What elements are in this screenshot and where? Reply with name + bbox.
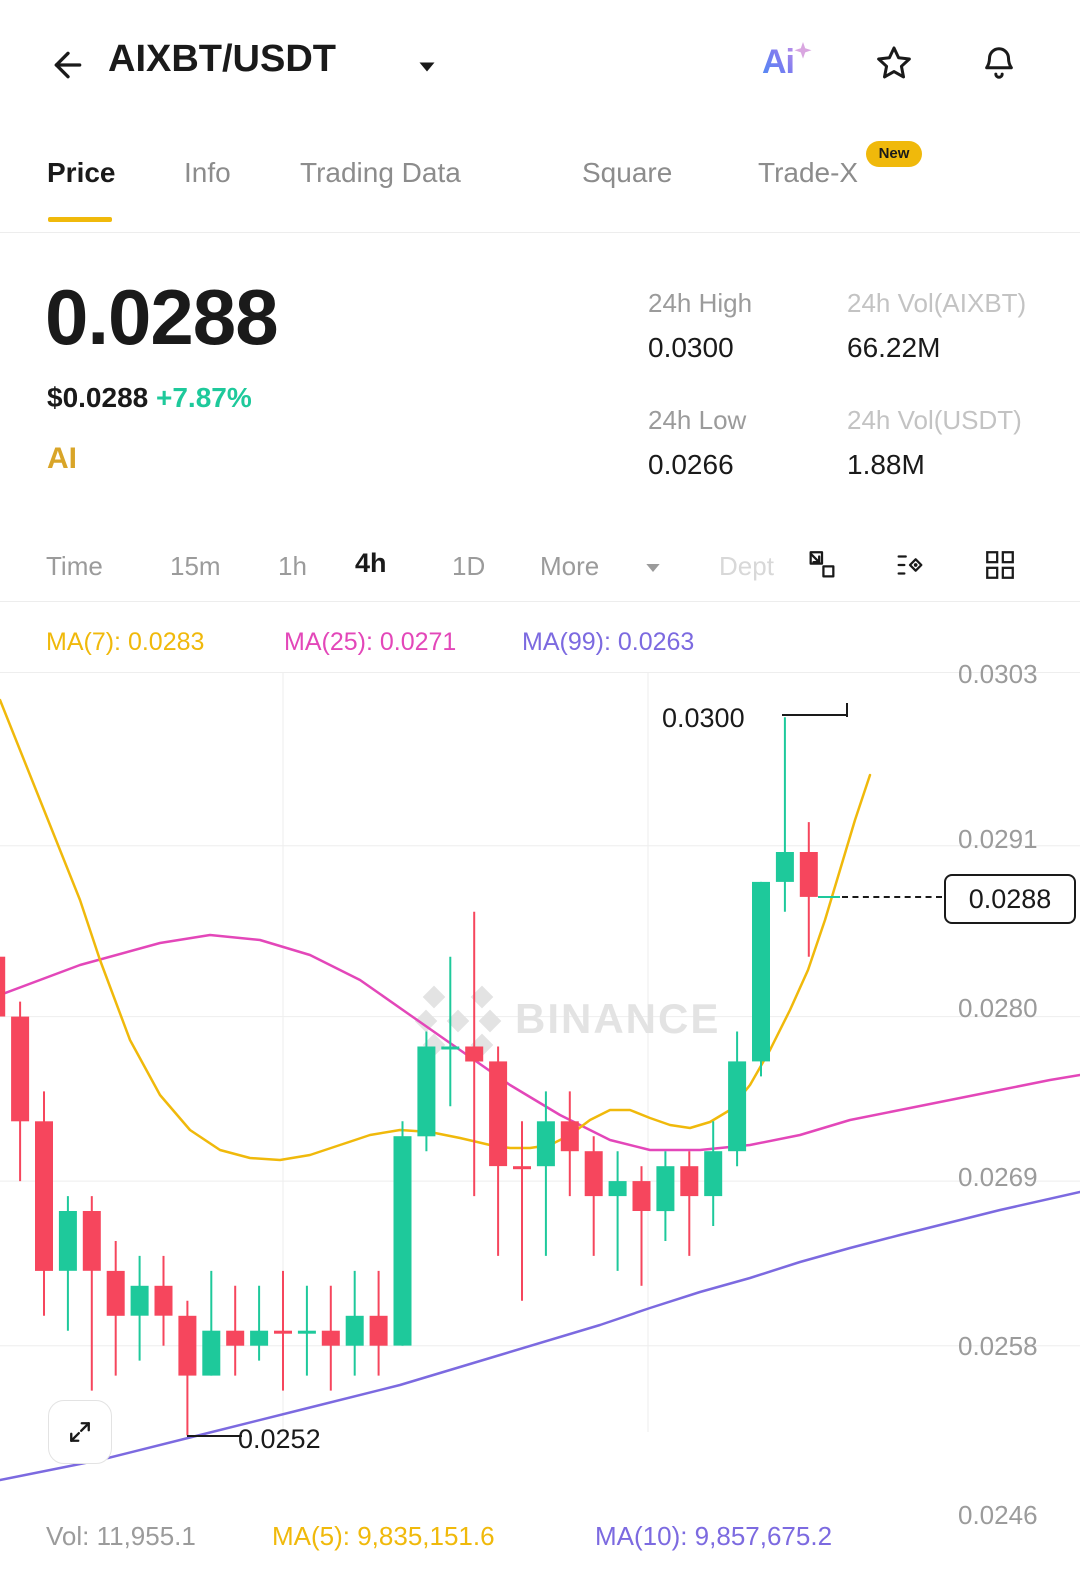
svg-text:BINANCE: BINANCE xyxy=(515,995,720,1042)
